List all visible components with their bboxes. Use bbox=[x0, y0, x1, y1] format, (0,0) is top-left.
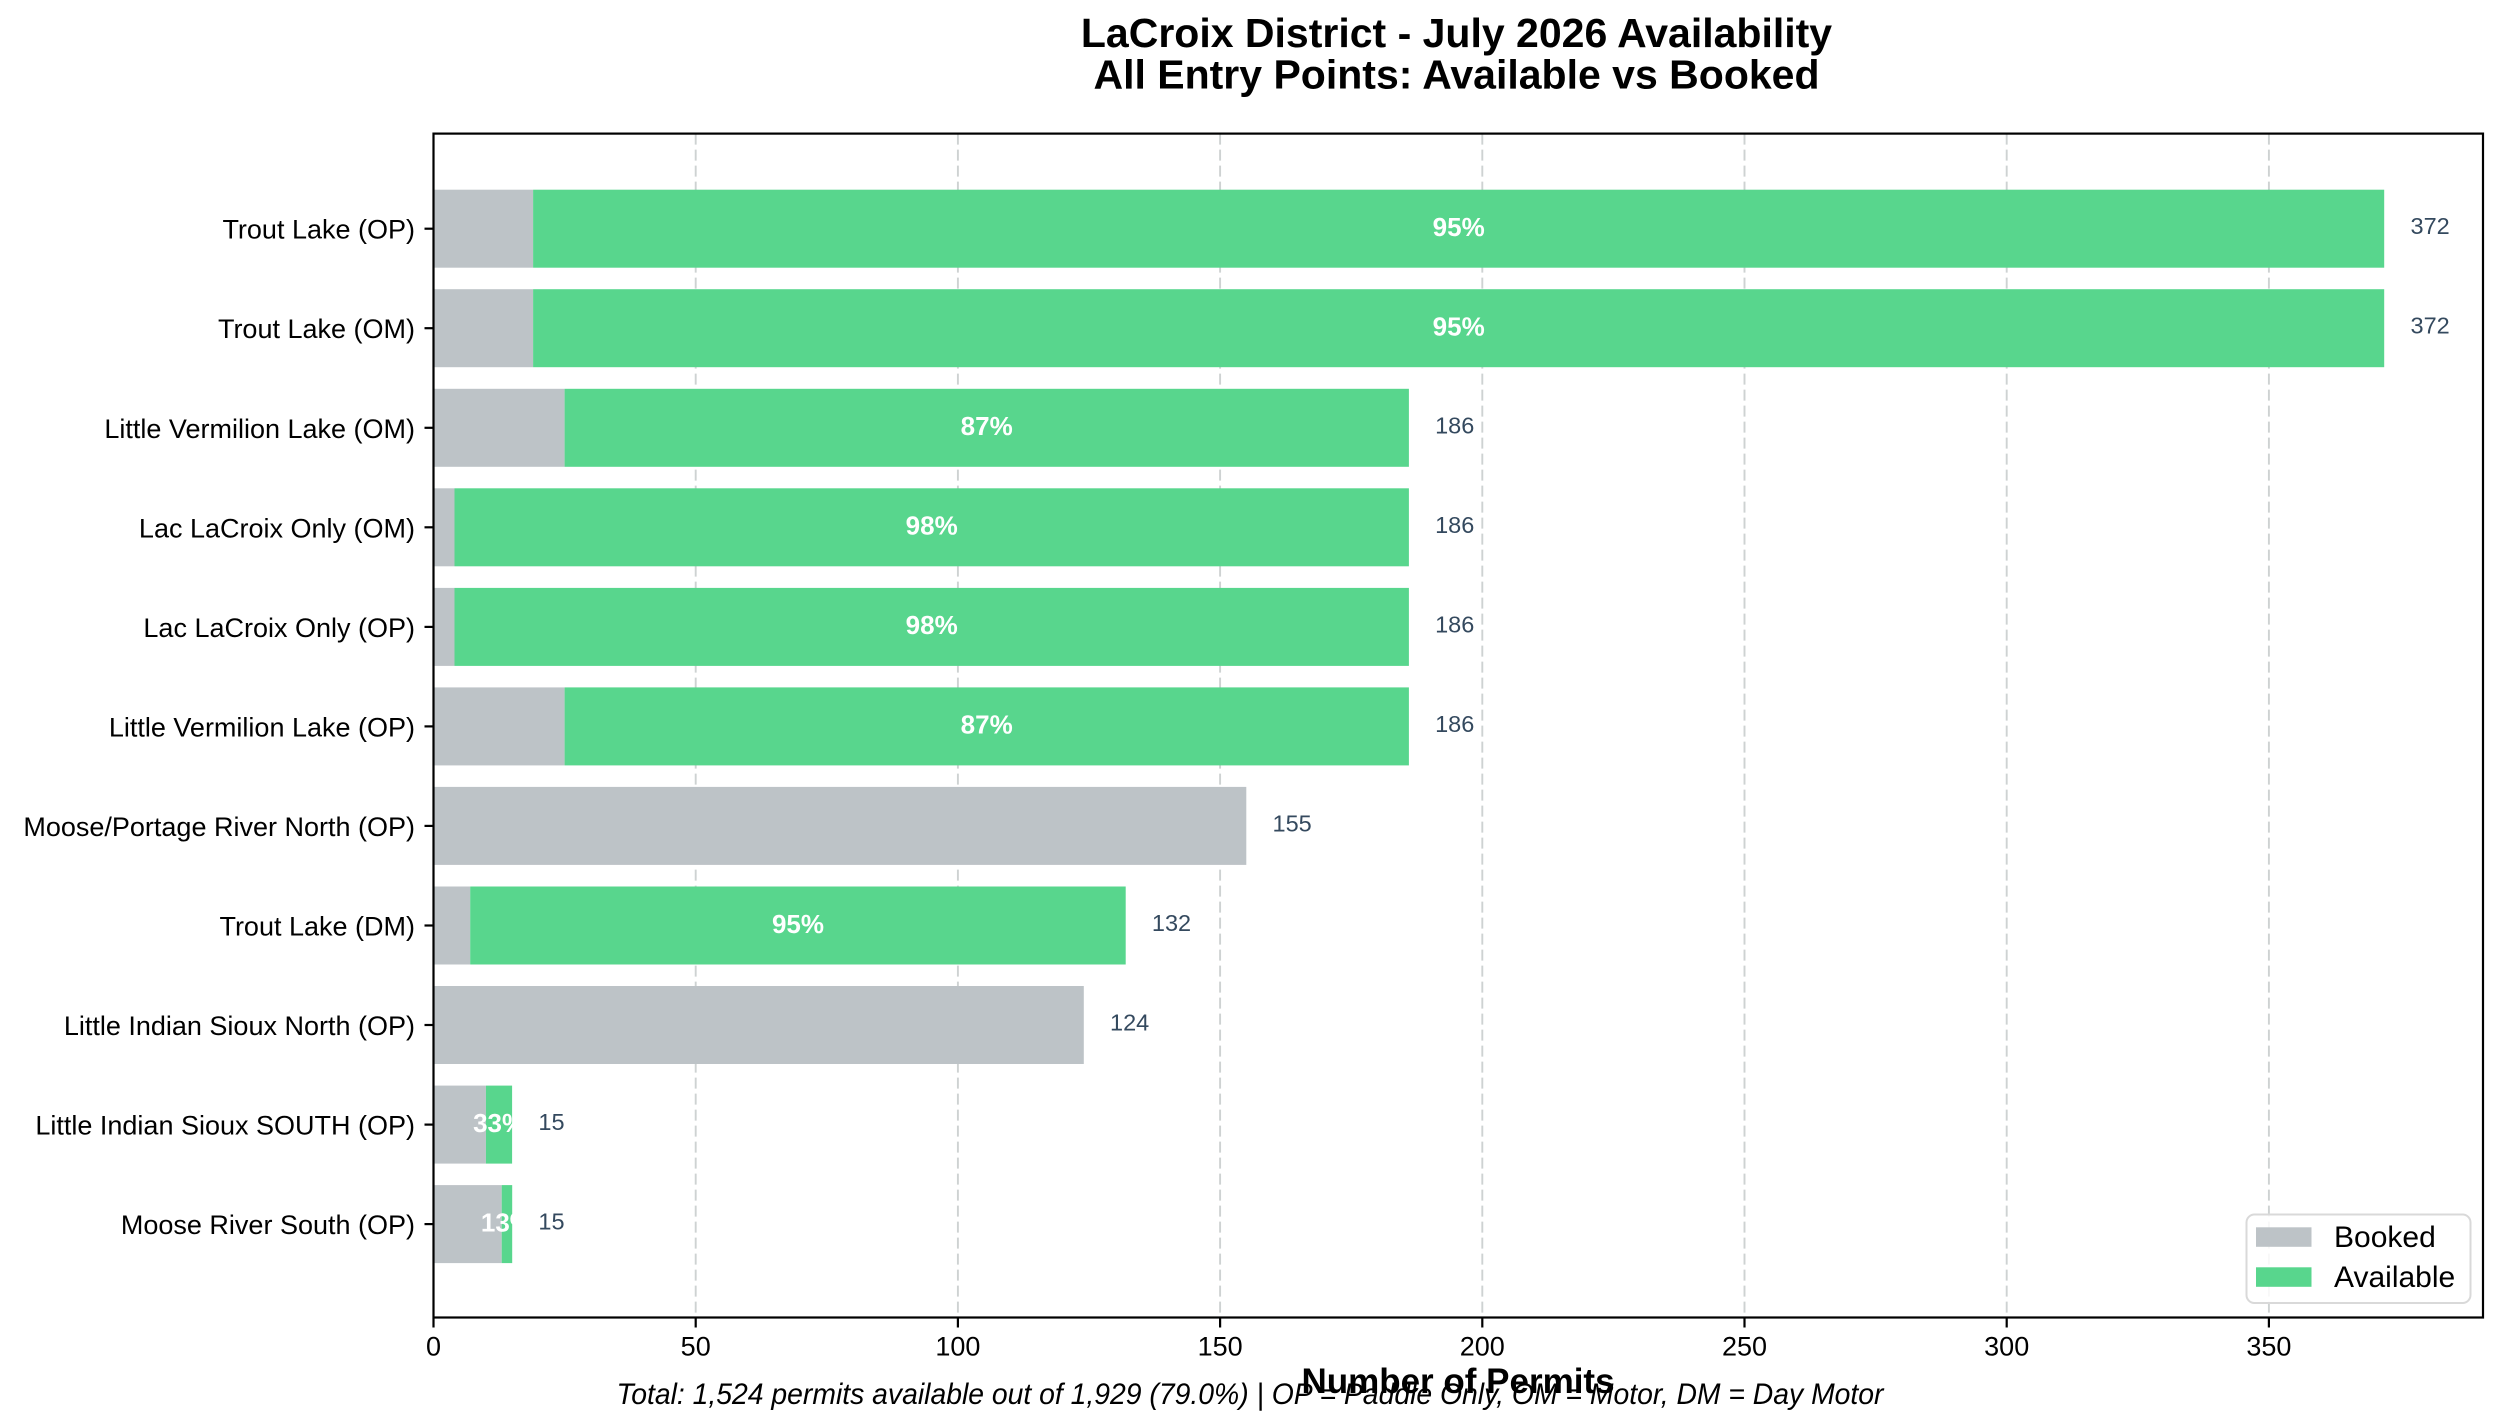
svg-text:95%: 95% bbox=[1433, 312, 1485, 342]
svg-text:Available: Available bbox=[2334, 1261, 2455, 1294]
svg-text:Trout Lake (OM): Trout Lake (OM) bbox=[218, 314, 415, 344]
svg-text:186: 186 bbox=[1435, 711, 1474, 737]
svg-text:87%: 87% bbox=[961, 710, 1013, 740]
svg-text:15: 15 bbox=[538, 1109, 564, 1135]
svg-text:Moose River South (OP): Moose River South (OP) bbox=[121, 1210, 415, 1240]
svg-text:Booked: Booked bbox=[2334, 1221, 2436, 1254]
svg-text:33%: 33% bbox=[473, 1108, 525, 1138]
svg-text:98%: 98% bbox=[906, 610, 958, 640]
svg-text:100: 100 bbox=[935, 1332, 980, 1362]
svg-text:Little Indian Sioux North (OP): Little Indian Sioux North (OP) bbox=[64, 1011, 415, 1041]
svg-text:Moose/Portage River North (OP): Moose/Portage River North (OP) bbox=[23, 812, 415, 842]
svg-text:Number of Permits: Number of Permits bbox=[1301, 1362, 1614, 1401]
svg-text:124: 124 bbox=[1110, 1010, 1149, 1036]
svg-text:50: 50 bbox=[681, 1332, 711, 1362]
svg-text:98%: 98% bbox=[906, 511, 958, 541]
svg-text:300: 300 bbox=[1984, 1332, 2029, 1362]
svg-text:Trout Lake (DM): Trout Lake (DM) bbox=[219, 912, 415, 942]
svg-text:95%: 95% bbox=[772, 909, 824, 939]
svg-text:186: 186 bbox=[1435, 512, 1474, 538]
svg-text:95%: 95% bbox=[1433, 212, 1485, 242]
svg-text:372: 372 bbox=[2411, 213, 2450, 239]
svg-text:Lac LaCroix Only (OP): Lac LaCroix Only (OP) bbox=[143, 613, 415, 643]
svg-text:150: 150 bbox=[1198, 1332, 1243, 1362]
svg-text:87%: 87% bbox=[961, 411, 1013, 441]
svg-text:186: 186 bbox=[1435, 412, 1474, 438]
svg-text:0: 0 bbox=[426, 1332, 441, 1362]
svg-text:Little Indian Sioux SOUTH (OP): Little Indian Sioux SOUTH (OP) bbox=[35, 1111, 415, 1141]
svg-text:132: 132 bbox=[1152, 910, 1191, 936]
svg-text:372: 372 bbox=[2411, 313, 2450, 339]
svg-text:13%: 13% bbox=[481, 1207, 533, 1237]
svg-text:LaCroix District - July 2026 A: LaCroix District - July 2026 Availabilit… bbox=[1081, 10, 1832, 56]
svg-text:200: 200 bbox=[1460, 1332, 1505, 1362]
svg-text:250: 250 bbox=[1722, 1332, 1767, 1362]
svg-text:15: 15 bbox=[538, 1209, 564, 1235]
svg-text:Little Vermilion Lake (OP): Little Vermilion Lake (OP) bbox=[109, 712, 415, 742]
svg-text:186: 186 bbox=[1435, 611, 1474, 637]
svg-text:Lac LaCroix Only (OM): Lac LaCroix Only (OM) bbox=[139, 513, 415, 543]
svg-text:350: 350 bbox=[2246, 1332, 2291, 1362]
svg-text:All Entry Points: Available vs: All Entry Points: Available vs Booked bbox=[1093, 51, 1819, 97]
svg-text:Trout Lake (OP): Trout Lake (OP) bbox=[222, 215, 415, 245]
svg-text:Total: 1,524 permits available: Total: 1,524 permits available out of 1,… bbox=[617, 1378, 1885, 1411]
svg-text:155: 155 bbox=[1273, 810, 1312, 836]
svg-text:Little Vermilion Lake (OM): Little Vermilion Lake (OM) bbox=[104, 414, 415, 444]
